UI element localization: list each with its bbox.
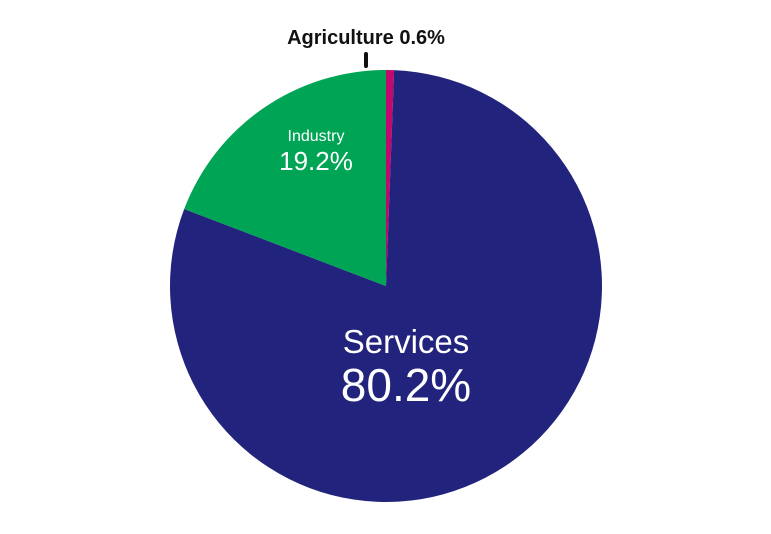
services-name-label: Services bbox=[343, 323, 470, 360]
pie-slices bbox=[169, 69, 602, 502]
pie-slice-agriculture bbox=[386, 69, 395, 286]
industry-name-label: Industry bbox=[288, 128, 345, 145]
services-value-label: 80.2% bbox=[341, 359, 471, 411]
industry-value-label: 19.2% bbox=[279, 146, 353, 176]
agriculture-label: Agriculture 0.6% bbox=[287, 27, 445, 49]
pie-slice-services bbox=[169, 70, 602, 502]
pie-slice-industry bbox=[184, 69, 386, 286]
